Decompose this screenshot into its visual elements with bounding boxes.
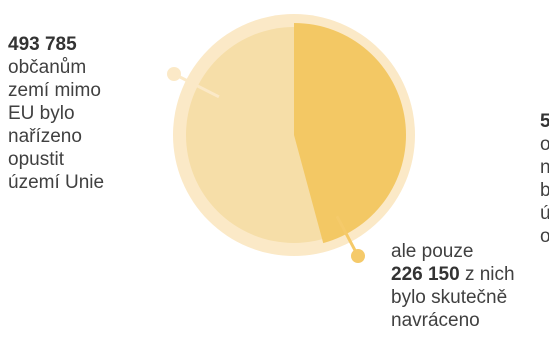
total-text-line-2: zemí mimo (8, 80, 101, 101)
total-connector-line (173, 72, 220, 99)
returned-text-line-3: bylo skutečně (391, 287, 508, 308)
cropped-text-line-2: n (540, 157, 549, 178)
returned-text-line-2: 226 150 z nich (391, 263, 549, 286)
total-text-line-1: občanům (8, 57, 87, 78)
cropped-text-line-4: ú (540, 203, 549, 224)
returned-text-line-1: ale pouze (391, 241, 474, 262)
returned-text-line-4: navráceno (391, 310, 480, 331)
cropped-text-line-3: b (540, 180, 549, 201)
total-text-line-5: opustit (8, 149, 64, 170)
cropped-annotation: 5 o n b ú o (540, 110, 549, 248)
returned-text-line-2-rest: z nich (459, 264, 515, 285)
total-number: 493 785 (8, 34, 77, 55)
total-text-line-6: území Unie (8, 172, 105, 193)
cropped-text-line-5: o (540, 226, 549, 247)
returned-annotation: ale pouze 226 150 z nich bylo skutečně n… (391, 240, 549, 332)
cropped-number: 5 (540, 111, 549, 132)
pie-returned-slice (294, 23, 406, 244)
total-text-line-3: EU bylo (8, 103, 75, 124)
returned-number: 226 150 (391, 264, 460, 285)
total-text-line-4: nařízeno (8, 126, 82, 147)
total-annotation: 493 785 občanům zemí mimo EU bylo naříze… (8, 33, 158, 194)
total-connector-dot (167, 67, 181, 81)
returned-connector-line (335, 215, 360, 257)
returned-connector-dot (351, 249, 365, 263)
cropped-text-line-1: o (540, 134, 549, 155)
